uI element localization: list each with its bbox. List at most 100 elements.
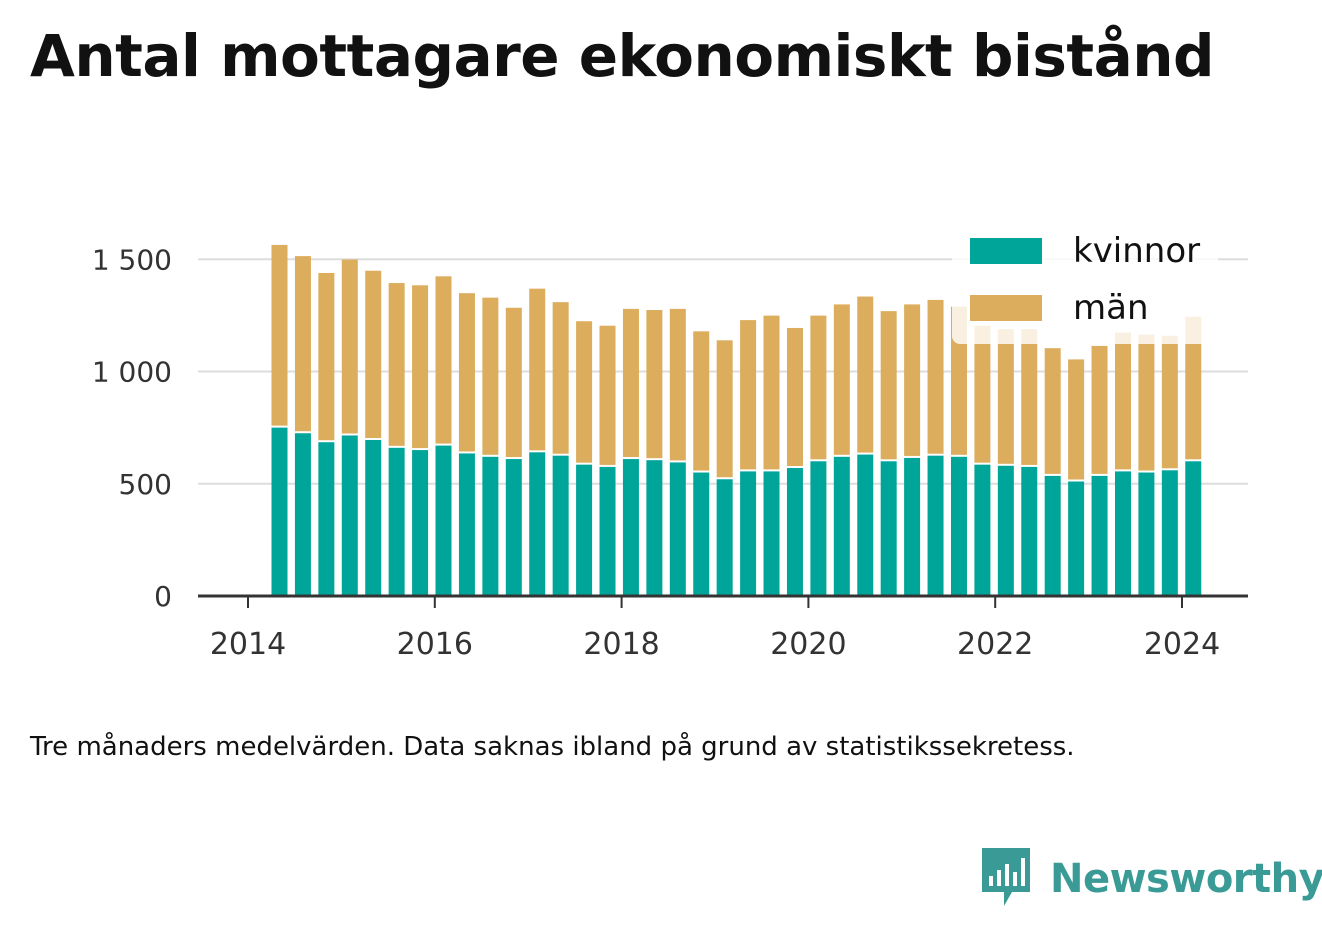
bar-man [505, 307, 522, 458]
bar-kvinnor [622, 459, 639, 596]
x-tick-label: 2014 [210, 627, 286, 662]
bar-kvinnor [318, 442, 335, 596]
bar-man [1185, 316, 1202, 460]
bar-man [927, 299, 944, 454]
bar-kvinnor [412, 450, 429, 596]
bar-kvinnor [786, 468, 803, 596]
bar-kvinnor [271, 427, 288, 596]
bar-man [271, 244, 288, 426]
x-tick-label: 2018 [583, 627, 659, 662]
bar-man [1021, 329, 1038, 465]
bar-man [904, 304, 921, 456]
bar-man [833, 304, 850, 455]
bar-man [974, 325, 991, 463]
bar-man [529, 288, 546, 451]
bar-man [435, 276, 452, 444]
bar-man [341, 259, 358, 434]
bar-man [1068, 359, 1085, 480]
bar-kvinnor [646, 460, 663, 596]
bar-kvinnor [341, 435, 358, 596]
bar-kvinnor [669, 462, 686, 596]
bar-kvinnor [833, 456, 850, 596]
bar-man [880, 311, 897, 460]
legend-swatch-kvinnor [970, 238, 1042, 264]
bar-kvinnor [529, 452, 546, 596]
bar-kvinnor [974, 464, 991, 596]
bar-man [365, 270, 382, 438]
bar-kvinnor [693, 472, 710, 596]
bar-man [388, 283, 405, 446]
bar-man [810, 315, 827, 460]
bar-kvinnor [294, 433, 311, 596]
x-tick-label: 2024 [1144, 627, 1220, 662]
bar-man [318, 272, 335, 441]
bars [271, 244, 1202, 596]
legend-label: män [1073, 288, 1149, 328]
bar-man [693, 331, 710, 471]
bar-man [716, 340, 733, 478]
bar-man [599, 325, 616, 465]
bar-kvinnor [552, 455, 569, 596]
bar-kvinnor [1021, 466, 1038, 596]
bar-man [552, 302, 569, 454]
bar-man [1044, 348, 1061, 474]
newsworthy-logo-icon [982, 848, 1030, 906]
y-tick-label: 500 [119, 468, 172, 501]
axes: 0 500 1 000 1 500 2014 2016 2018 2020 2022 2024 [92, 243, 1248, 662]
brand-name: Newsworthy [1050, 856, 1322, 902]
bar-kvinnor [1161, 470, 1178, 596]
x-tick-label: 2016 [397, 627, 473, 662]
bar-man [1114, 332, 1131, 470]
x-tick-label: 2020 [770, 627, 846, 662]
brand-logo[interactable]: Newsworthy [982, 848, 1322, 910]
bar-man [786, 327, 803, 467]
bar-man [740, 320, 757, 470]
bar-man [412, 285, 429, 449]
bar-kvinnor [388, 447, 405, 596]
bar-kvinnor [458, 453, 475, 596]
bar-kvinnor [576, 464, 593, 596]
bar-kvinnor [482, 456, 499, 596]
bar-kvinnor [716, 479, 733, 596]
bar-kvinnor [505, 459, 522, 596]
bar-man [458, 293, 475, 452]
legend: kvinnor män [952, 222, 1218, 344]
bar-kvinnor [904, 457, 921, 596]
bar-kvinnor [810, 461, 827, 596]
bar-man [646, 310, 663, 459]
bar-man [857, 296, 874, 453]
bar-kvinnor [365, 439, 382, 596]
bar-man [1138, 334, 1155, 471]
bar-kvinnor [1138, 472, 1155, 596]
bar-kvinnor [435, 445, 452, 596]
y-tick-label: 1 000 [92, 356, 172, 389]
bar-kvinnor [1185, 461, 1202, 596]
legend-label: kvinnor [1073, 231, 1200, 271]
bar-man [576, 321, 593, 463]
bar-kvinnor [1068, 481, 1085, 596]
bar-kvinnor [857, 454, 874, 596]
bar-kvinnor [1044, 475, 1061, 596]
y-tick-label: 1 500 [92, 243, 172, 276]
bar-man [763, 315, 780, 470]
bar-man [997, 329, 1014, 464]
bar-kvinnor [599, 466, 616, 596]
chart-title: Antal mottagare ekonomiskt bistånd [30, 22, 1215, 90]
bar-kvinnor [950, 456, 967, 596]
bar-kvinnor [997, 465, 1014, 596]
y-tick-label: 0 [154, 580, 172, 613]
bar-kvinnor [763, 471, 780, 596]
legend-swatch-man [970, 295, 1042, 321]
bar-man [482, 297, 499, 455]
footnote: Tre månaders medelvärden. Data saknas ib… [30, 732, 1075, 762]
bar-man [1091, 345, 1108, 474]
bar-kvinnor [880, 461, 897, 596]
bar-man [669, 308, 686, 461]
bar-kvinnor [1091, 475, 1108, 596]
bar-kvinnor [740, 471, 757, 596]
bar-kvinnor [1114, 471, 1131, 596]
bar-man [1161, 335, 1178, 469]
bar-man [294, 256, 311, 432]
bar-man [622, 308, 639, 458]
